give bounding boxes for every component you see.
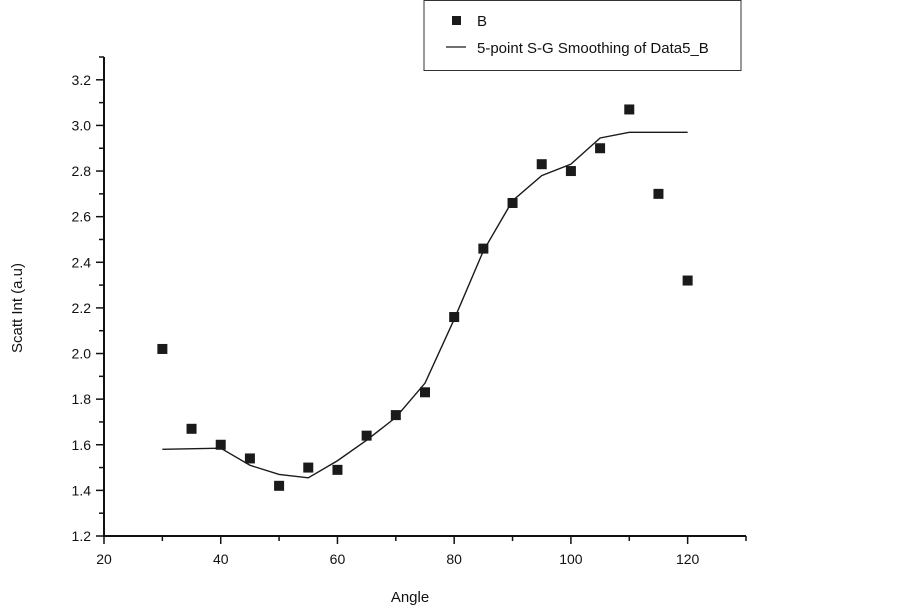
x-tick-label: 60 [330,551,346,567]
data-point [157,343,168,354]
y-tick-label: 1.2 [72,528,92,544]
data-point [186,423,197,434]
y-axis-label: Scatt Int (a.u) [9,263,26,353]
data-point [303,462,314,473]
y-tick-label: 1.8 [72,391,92,407]
y-tick-label: 2.8 [72,163,92,179]
y-tick-label: 2.2 [72,300,92,316]
x-tick-label: 100 [559,551,583,567]
data-point [449,312,460,323]
data-point [215,439,226,450]
legend-box [423,0,742,71]
y-tick-label: 1.6 [72,437,92,453]
y-tick-label: 1.4 [72,482,92,498]
data-point [420,387,430,398]
x-tick-label: 80 [446,551,462,567]
y-tick-label: 3.0 [72,117,92,133]
y-tick-label: 2.0 [72,346,92,362]
data-point [478,243,489,254]
data-point [361,430,372,441]
y-tick-label: 2.4 [72,254,92,270]
data-point [507,197,518,208]
x-axis-label: Angle [391,589,429,606]
data-point [244,453,255,464]
x-tick-label: 120 [676,551,700,567]
data-point [536,159,547,170]
legend-label-smoothing: 5-point S-G Smoothing of Data5_B [477,40,709,57]
legend: B 5-point S-G Smoothing of Data5_B [423,0,742,71]
data-point [653,188,664,199]
data-point [682,275,693,286]
legend-marker-square [452,16,461,25]
axes: 20 40 60 80 100 120 1.2 1.4 1.6 1.8 2.0 2.2 2.4 2.6 2.… [72,56,747,567]
data-point [624,104,635,115]
data-point [332,464,343,475]
data-point [274,480,285,491]
legend-label-b: B [477,13,487,30]
smoothing-line [162,131,688,479]
y-tick-label: 3.2 [72,72,92,88]
y-tick-label: 2.6 [72,209,92,225]
plot-area [157,104,693,491]
x-tick-label: 40 [213,551,229,567]
data-point [565,166,576,177]
data-point [595,143,606,154]
x-tick-label: 20 [96,551,112,567]
data-point [390,410,401,421]
